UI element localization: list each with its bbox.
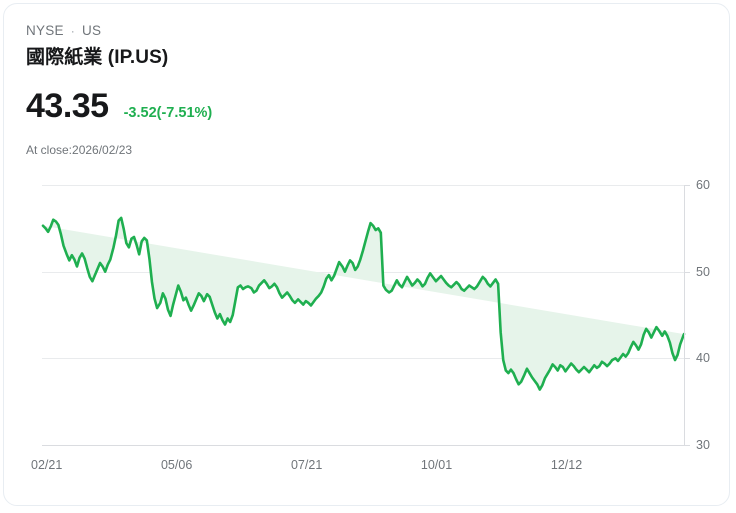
price-area-fill xyxy=(43,217,684,390)
price-change: -3.52(-7.51%) xyxy=(123,105,213,121)
x-axis-tick-label: 12/12 xyxy=(551,458,582,472)
price-line xyxy=(41,216,686,391)
session-status: At close:2026/02/23 xyxy=(26,143,133,157)
y-axis-tick-label: 30 xyxy=(696,438,710,452)
last-price: 43.35 xyxy=(26,87,109,125)
x-axis: 02/21 05/06 07/21 10/01 12/12 xyxy=(31,445,685,472)
y-axis-tick-label: 50 xyxy=(696,265,710,279)
y-axis-tick-label: 60 xyxy=(696,178,710,192)
x-axis-tick-label: 05/06 xyxy=(161,458,192,472)
exchange-name: NYSE xyxy=(26,23,64,38)
stock-quote-card: NYSE · US 國際紙業 (IP.US) 43.35 -3.52(-7.51… xyxy=(3,3,730,506)
quote-header: NYSE · US 國際紙業 (IP.US) 43.35 -3.52(-7.51… xyxy=(26,23,666,158)
exchange-separator: · xyxy=(70,24,76,38)
page-title: 國際紙業 (IP.US) xyxy=(26,47,169,68)
chart-gridlines xyxy=(42,185,684,446)
exchange-row: NYSE · US xyxy=(26,23,666,39)
exchange-region: US xyxy=(82,23,102,38)
x-axis-tick-label: 10/01 xyxy=(421,458,452,472)
price-row: 43.35 -3.52(-7.51%) xyxy=(26,87,666,125)
y-axis-tick-label: 40 xyxy=(696,351,710,365)
x-axis-tick-label: 07/21 xyxy=(291,458,322,472)
y-axis: 60 50 40 30 xyxy=(684,178,710,452)
x-axis-tick-label: 02/21 xyxy=(31,458,62,472)
